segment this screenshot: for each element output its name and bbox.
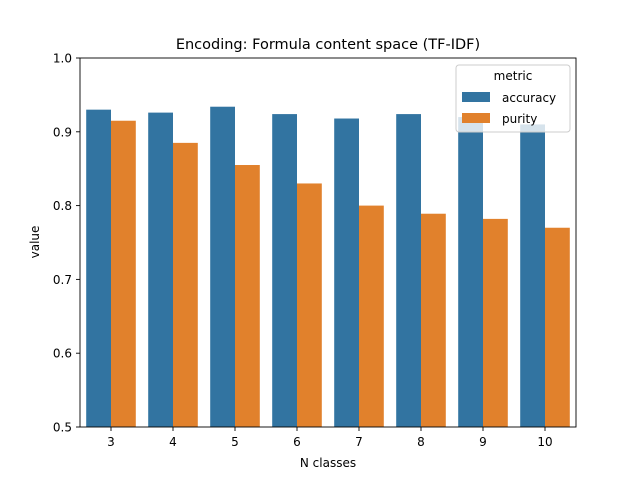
plot-frame (79, 57, 577, 428)
x-tick-label: 10 (537, 435, 552, 449)
bar-purity-10 (545, 227, 570, 427)
bar-accuracy-5 (210, 106, 235, 428)
x-tick-label: 8 (417, 435, 425, 449)
y-tick-label: 0.6 (53, 347, 72, 361)
bar-purity-6 (297, 183, 322, 427)
y-tick-label: 0.8 (53, 199, 72, 213)
y-tick-label: 0.7 (53, 273, 72, 287)
bar-accuracy-9 (458, 117, 483, 427)
legend-label-accuracy: accuracy (502, 91, 556, 105)
legend-swatch-purity (462, 113, 490, 123)
bar-purity-3 (111, 120, 136, 427)
bar-purity-9 (483, 218, 508, 427)
bar-accuracy-4 (148, 112, 173, 428)
y-tick-label: 0.9 (53, 125, 72, 139)
bar-accuracy-7 (334, 118, 359, 428)
x-tick-label: 3 (107, 435, 115, 449)
x-tick-label: 5 (231, 435, 239, 449)
y-tick-label: 1.0 (53, 52, 72, 66)
x-tick-label: 9 (479, 435, 487, 449)
bars-layer (86, 106, 570, 428)
x-tick-label: 7 (355, 435, 363, 449)
bar-accuracy-3 (86, 109, 111, 427)
bar-purity-8 (421, 213, 446, 427)
x-tick-label: 6 (293, 435, 301, 449)
legend-swatch-accuracy (462, 92, 490, 102)
y-tick-label: 0.5 (53, 421, 72, 435)
bar-purity-4 (173, 142, 198, 427)
bar-accuracy-10 (520, 124, 545, 428)
bar-purity-5 (235, 165, 260, 427)
bar-purity-7 (359, 205, 384, 427)
bar-accuracy-8 (396, 114, 421, 427)
axes-layer: 0.5 0.6 0.7 0.8 0.9 1.0 3 4 5 6 7 8 9 10 (53, 52, 577, 449)
x-axis-label: N classes (300, 456, 356, 470)
x-tick-label: 4 (169, 435, 177, 449)
y-axis-label: value (28, 226, 42, 259)
legend-title: metric (494, 69, 533, 83)
legend-label-purity: purity (502, 112, 537, 126)
bar-accuracy-6 (272, 114, 297, 427)
chart-title: Encoding: Formula content space (TF-IDF) (176, 37, 480, 53)
legend: metric accuracy purity (455, 64, 571, 133)
